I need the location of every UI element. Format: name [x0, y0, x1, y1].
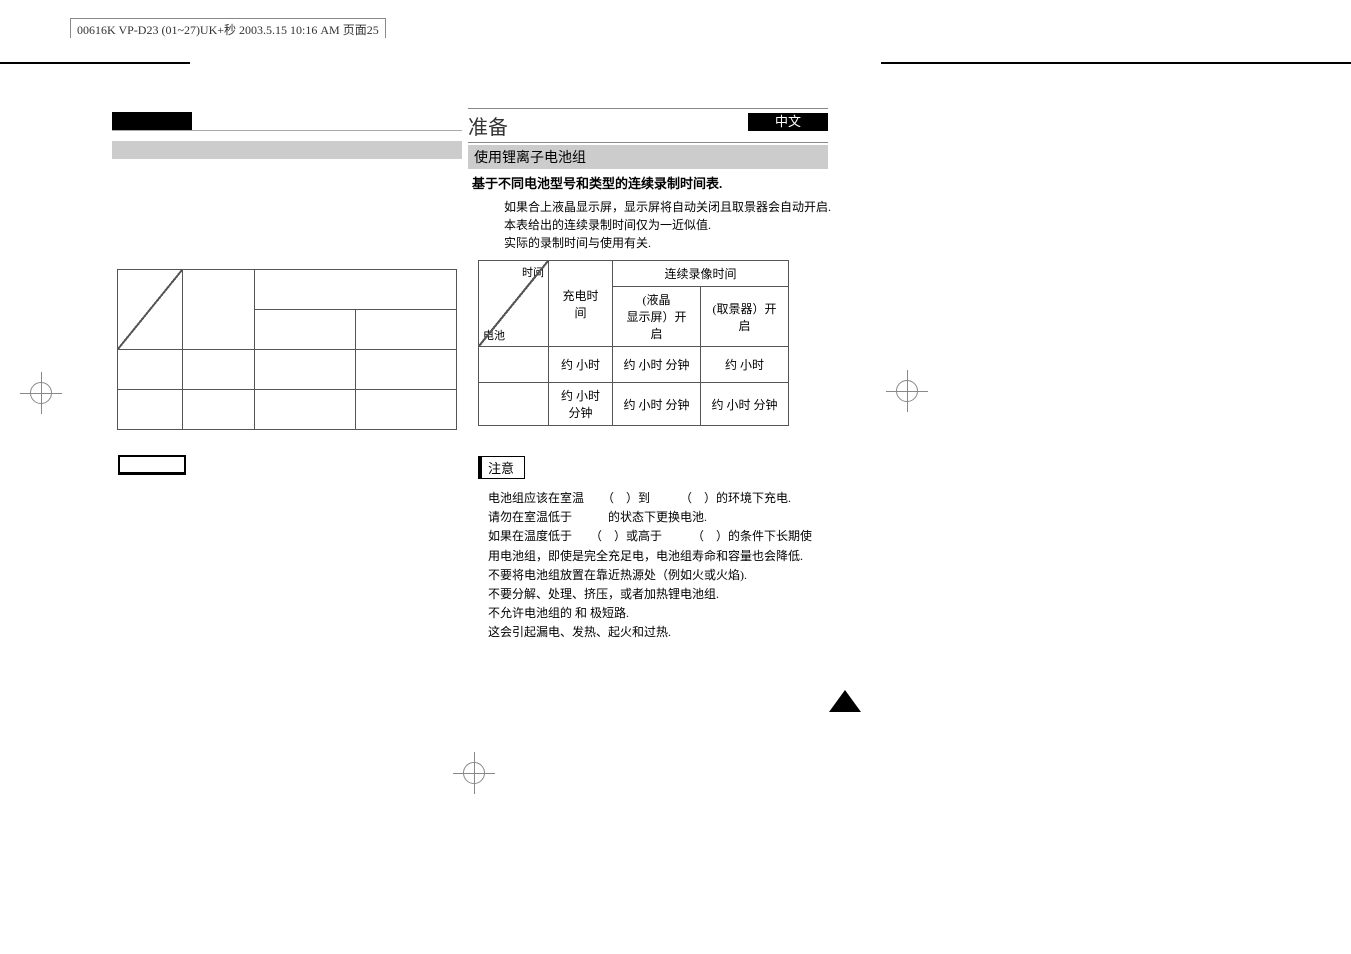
bullet-list: 如果合上液晶显示屏，显示屏将自动关闭且取景器会自动开启. 本表给出的连续录制时间… — [504, 198, 838, 252]
header-meta: 00616K VP-D23 (01~27)UK+秒 2003.5.15 10:1… — [70, 18, 386, 38]
notes-box-placeholder — [118, 455, 186, 475]
table-cell: 约 小时 分钟 — [613, 383, 701, 426]
note-line: 用电池组，即使是完全充足电，电池组寿命和容量也会降低. — [488, 547, 828, 566]
diag-top-label: 时间 — [522, 264, 544, 280]
table-cell: 约 小时 分钟 — [613, 347, 701, 383]
notes-label: 注意 — [478, 456, 525, 479]
section-heading: 基于不同电池型号和类型的连续录制时间表. — [472, 173, 838, 192]
crop-mark-icon — [20, 372, 62, 414]
table-header: (取景器）开启 — [701, 287, 789, 347]
decor-line — [112, 130, 462, 131]
decor-bar — [112, 141, 462, 159]
note-line: 电池组应该在室温 （ ）到 （ ）的环境下充电. — [488, 489, 828, 508]
note-line: 请勿在室温低于 的状态下更换电池. — [488, 508, 828, 527]
bullet-item: 本表给出的连续录制时间仅为一近似值. — [504, 216, 838, 234]
note-line: 不要将电池组放置在靠近热源处（例如火或火焰). — [488, 566, 828, 585]
table-cell — [479, 383, 549, 426]
note-line: 不要分解、处理、挤压，或者加热锂电池组. — [488, 585, 828, 604]
table-header: 连续录像时间 — [613, 261, 789, 287]
left-table-placeholder — [117, 269, 457, 430]
left-column — [112, 130, 462, 430]
table-cell: 约 小时 — [701, 347, 789, 383]
table-header: 充电时间 — [549, 261, 613, 347]
decor-line — [468, 108, 828, 109]
decor-block — [112, 112, 192, 130]
table-header: (液晶 显示屏）开启 — [613, 287, 701, 347]
note-line: 如果在温度低于 （ ）或高于 （ ）的条件下长期使 — [488, 527, 828, 546]
triangle-icon — [829, 690, 861, 712]
crop-mark-icon — [886, 370, 928, 412]
note-line: 不允许电池组的 和 极短路. — [488, 604, 828, 623]
diag-bot-label: 电池 — [483, 327, 505, 343]
decor-line — [0, 62, 190, 64]
recording-time-table: 时间 电池 充电时间 连续录像时间 (液晶 显示屏）开启 (取景器）开启 约 小… — [478, 260, 789, 426]
notes-body: 电池组应该在室温 （ ）到 （ ）的环境下充电. 请勿在室温低于 的状态下更换电… — [488, 489, 828, 643]
decor-line — [468, 142, 828, 143]
bullet-item: 实际的录制时间与使用有关. — [504, 234, 838, 252]
table-cell — [479, 347, 549, 383]
table-cell: 约 小时 分钟 — [549, 383, 613, 426]
table-cell: 约 小时 分钟 — [701, 383, 789, 426]
crop-mark-icon — [453, 752, 495, 794]
note-line: 这会引起漏电、发热、起火和过热. — [488, 623, 828, 642]
decor-line — [881, 62, 1351, 64]
section-subtitle: 使用锂离子电池组 — [468, 145, 828, 169]
table-cell: 约 小时 — [549, 347, 613, 383]
bullet-item: 如果合上液晶显示屏，显示屏将自动关闭且取景器会自动开启. — [504, 198, 838, 216]
page-title: 准备 — [468, 111, 838, 140]
right-column: 准备 使用锂离子电池组 基于不同电池型号和类型的连续录制时间表. 如果合上液晶显… — [468, 108, 838, 643]
